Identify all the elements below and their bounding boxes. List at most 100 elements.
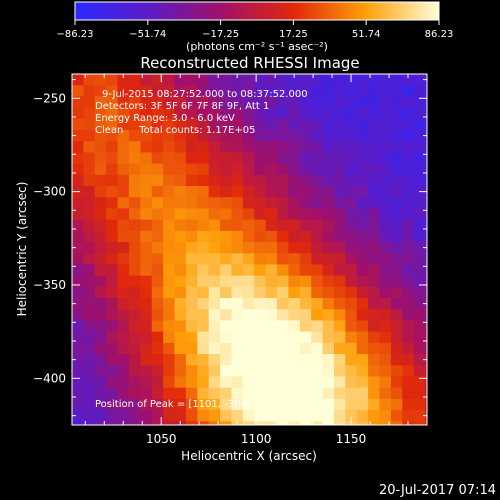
heatmap-cell — [140, 275, 153, 288]
heatmap-cell — [231, 286, 244, 299]
heatmap-cell — [288, 163, 301, 176]
heatmap-cell — [197, 331, 210, 344]
heatmap-cell — [356, 96, 369, 109]
heatmap-cell — [390, 365, 403, 378]
heatmap-cell — [390, 219, 403, 232]
heatmap-cell — [425, 275, 427, 288]
heatmap-cell — [322, 107, 335, 120]
heatmap-cell — [128, 96, 141, 109]
heatmap-cell — [185, 130, 198, 142]
heatmap-cell — [265, 253, 278, 266]
heatmap-cell — [356, 387, 369, 400]
heatmap-cell — [128, 197, 141, 210]
heatmap-cell — [254, 342, 267, 355]
heatmap-cell — [368, 298, 381, 310]
heatmap-cell — [277, 74, 290, 86]
heatmap-cell — [151, 186, 164, 198]
heatmap-cell — [94, 365, 107, 378]
heatmap-cell — [94, 421, 107, 425]
heatmap-cell — [413, 253, 426, 266]
heatmap-cell — [413, 298, 426, 310]
heatmap-cell — [265, 398, 278, 411]
heatmap-cell — [83, 197, 96, 210]
heatmap-cell — [208, 387, 221, 400]
heatmap-cell — [72, 286, 84, 299]
heatmap-cell — [208, 96, 221, 109]
heatmap-cell — [197, 286, 210, 299]
heatmap-cell — [322, 398, 335, 411]
heatmap-cell — [231, 130, 244, 142]
heatmap-cell — [379, 174, 392, 187]
x-axis-label: Heliocentric X (arcsec) — [181, 449, 317, 463]
heatmap-cell — [117, 376, 130, 389]
heatmap-cell — [94, 298, 107, 310]
heatmap-cell — [151, 410, 164, 422]
heatmap-cell — [140, 197, 153, 210]
heatmap-cell — [333, 275, 346, 288]
heatmap-cell — [106, 163, 119, 176]
heatmap-cell — [185, 74, 198, 86]
heatmap-cell — [231, 365, 244, 378]
heatmap-cell — [356, 331, 369, 344]
heatmap-cell — [390, 141, 403, 154]
heatmap-cell — [72, 96, 84, 109]
heatmap-cell — [288, 286, 301, 299]
heatmap-cell — [185, 118, 198, 131]
heatmap-cell — [345, 309, 358, 322]
heatmap-cell — [151, 331, 164, 344]
heatmap-cell — [413, 118, 426, 131]
heatmap-cell — [356, 253, 369, 266]
heatmap-cell — [208, 365, 221, 378]
heatmap-cell — [413, 365, 426, 378]
heatmap-cell — [299, 342, 312, 355]
heatmap-cell — [128, 354, 141, 366]
heatmap-cell — [322, 85, 335, 97]
heatmap-cell — [356, 152, 369, 165]
info-time-range: 9-Jul-2015 08:27:52.000 to 08:37:52.000 — [102, 89, 308, 100]
heatmap-cell — [311, 163, 324, 176]
heatmap-cell — [242, 309, 255, 322]
heatmap-cell — [128, 141, 141, 154]
heatmap-cell — [288, 365, 301, 378]
heatmap-cell — [402, 186, 415, 198]
heatmap-cell — [83, 242, 96, 254]
heatmap-cell — [185, 152, 198, 165]
heatmap-cell — [254, 208, 267, 221]
heatmap-cell — [425, 208, 427, 221]
heatmap-cell — [83, 253, 96, 266]
heatmap-cell — [402, 275, 415, 288]
colorbar-fill — [74, 1, 440, 21]
heatmap-cell — [128, 298, 141, 310]
heatmap-cell — [390, 197, 403, 210]
heatmap-cell — [425, 96, 427, 109]
heatmap-cell — [174, 163, 187, 176]
heatmap-cell — [311, 141, 324, 154]
heatmap-cell — [151, 342, 164, 355]
y-tick-label: −300 — [33, 185, 66, 199]
heatmap-cell — [277, 320, 290, 333]
heatmap-cell — [288, 264, 301, 277]
heatmap-cell — [390, 331, 403, 344]
heatmap-cell — [163, 130, 176, 142]
heatmap-cell — [333, 163, 346, 176]
heatmap-cell — [311, 253, 324, 266]
heatmap-cell — [333, 208, 346, 221]
heatmap-cell — [390, 376, 403, 389]
heatmap-cell — [83, 286, 96, 299]
heatmap-cell — [368, 96, 381, 109]
heatmap-cell — [197, 365, 210, 378]
heatmap-cell — [322, 331, 335, 344]
heatmap-cell — [277, 309, 290, 322]
heatmap-cell — [345, 96, 358, 109]
heatmap-cell — [242, 174, 255, 187]
heatmap-cell — [163, 163, 176, 176]
heatmap-cell — [197, 376, 210, 389]
heatmap-cell — [231, 264, 244, 277]
heatmap-cell — [425, 286, 427, 299]
heatmap-cell — [242, 85, 255, 97]
heatmap-cell — [413, 342, 426, 355]
heatmap-cell — [299, 208, 312, 221]
heatmap-cell — [72, 242, 84, 254]
heatmap-cell — [197, 197, 210, 210]
